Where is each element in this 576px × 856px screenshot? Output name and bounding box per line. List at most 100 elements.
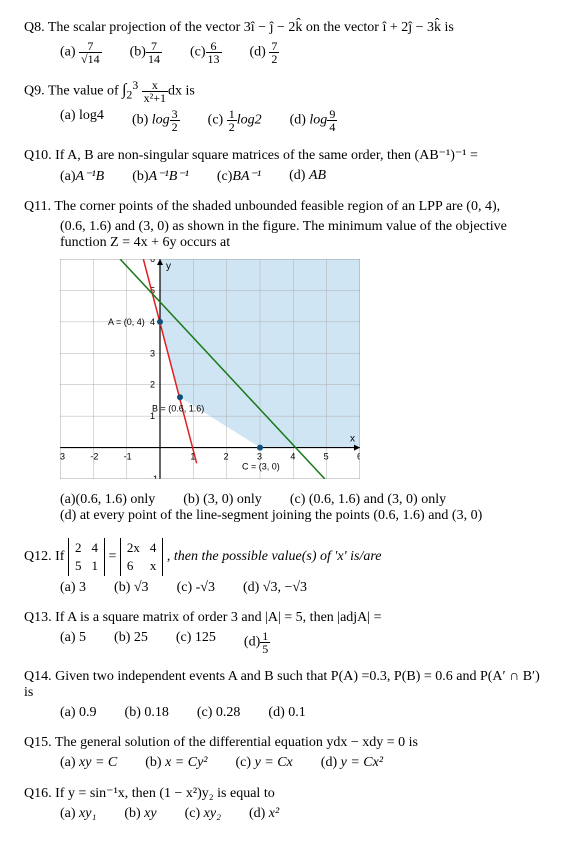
q11-l3: function Z = 4x + 6y occurs at xyxy=(24,235,552,251)
q10-a: (a)A⁻¹B xyxy=(60,168,104,185)
q10-text: If A, B are non-singular square matrices… xyxy=(55,148,478,163)
q11-b: (b) (3, 0) only xyxy=(183,492,262,508)
q14-d: (d) 0.1 xyxy=(268,705,305,721)
q9-label: Q9. xyxy=(24,84,45,99)
q9-post: dx is xyxy=(168,84,195,99)
q10: Q10. If A, B are non-singular square mat… xyxy=(24,147,552,185)
q16-opts: (a) xy₁ (b) xy (c) xy₂ (d) x² xyxy=(24,806,552,822)
q12-prompt: Q12. If 2451 = 2x46x , then the possible… xyxy=(24,538,552,576)
q10-d: (d) AB xyxy=(289,168,326,185)
q12-b: (b) √3 xyxy=(114,580,149,596)
q15-b: (b) x = Cy² xyxy=(145,755,207,771)
q15-opts: (a) xy = C (b) x = Cy² (c) y = Cx (d) y … xyxy=(24,755,552,771)
q15: Q15. The general solution of the differe… xyxy=(24,735,552,771)
lpp-chart: -3-2-1123456-1123456xyA = (0, 4)B = (0.6… xyxy=(60,259,360,479)
q12-a: (a) 3 xyxy=(60,580,86,596)
q13-text: If A is a square matrix of order 3 and |… xyxy=(55,610,381,625)
q12-post: , then the possible value(s) of 'x' is/a… xyxy=(167,549,382,564)
q13-d: (d)15 xyxy=(244,630,270,655)
q12-opts: (a) 3 (b) √3 (c) -√3 (d) √3, −√3 xyxy=(24,580,552,596)
q10-label: Q10. xyxy=(24,148,52,163)
q8-a: (a) 7√14 xyxy=(60,40,102,65)
q9-d: (d) log94 xyxy=(290,108,338,133)
q11-label: Q11. xyxy=(24,199,51,214)
q16: Q16. If y = sin⁻¹x, then (1 − x²)y₂ is e… xyxy=(24,785,552,822)
q8-c: (c)613 xyxy=(190,40,222,65)
svg-text:4: 4 xyxy=(150,317,155,327)
q12-eq: = xyxy=(108,549,119,564)
q10-opts: (a)A⁻¹B (b)A⁻¹B⁻¹ (c)BA⁻¹ (d) AB xyxy=(24,168,552,185)
q13-label: Q13. xyxy=(24,610,52,625)
q14-b: (b) 0.18 xyxy=(125,705,169,721)
q11: Q11. The corner points of the shaded unb… xyxy=(24,199,552,524)
q8-d: (d) 72 xyxy=(250,40,280,65)
q9-opts: (a) log4 (b) log32 (c) 12log2 (d) log94 xyxy=(24,108,552,133)
q12-d: (d) √3, −√3 xyxy=(243,580,307,596)
svg-text:x: x xyxy=(350,434,355,445)
svg-text:-1: -1 xyxy=(150,474,158,479)
q11-prompt: Q11. The corner points of the shaded unb… xyxy=(24,199,552,215)
q8: Q8. The scalar projection of the vector … xyxy=(24,20,552,65)
svg-text:-3: -3 xyxy=(60,452,65,462)
svg-text:C = (3, 0): C = (3, 0) xyxy=(242,462,280,472)
svg-text:5: 5 xyxy=(324,452,329,462)
q13-b: (b) 25 xyxy=(114,630,148,655)
svg-text:3: 3 xyxy=(150,348,155,358)
q12-label: Q12. xyxy=(24,549,52,564)
q14-a: (a) 0.9 xyxy=(60,705,97,721)
q16-b: (b) xy xyxy=(124,806,156,822)
q11-chart: -3-2-1123456-1123456xyA = (0, 4)B = (0.6… xyxy=(60,259,552,484)
q13-a: (a) 5 xyxy=(60,630,86,655)
q9-c: (c) 12log2 xyxy=(208,108,262,133)
q9-prompt: Q9. The value of ∫23 xx²+1dx is xyxy=(24,79,552,104)
q11-l2: (0.6, 1.6) and (3, 0) as shown in the fi… xyxy=(24,219,552,235)
q14-c: (c) 0.28 xyxy=(197,705,241,721)
q15-text: The general solution of the differential… xyxy=(55,735,418,750)
q8-label: Q8. xyxy=(24,20,45,35)
q16-d: (d) x² xyxy=(249,806,279,822)
svg-text:2: 2 xyxy=(224,452,229,462)
svg-text:A = (0, 4): A = (0, 4) xyxy=(108,317,145,327)
q16-c: (c) xy₂ xyxy=(185,806,221,822)
q12-m1: 2451 xyxy=(68,538,105,576)
q11-opts-row1: (a)(0.6, 1.6) only (b) (3, 0) only (c) (… xyxy=(24,492,552,508)
q12-pre: If xyxy=(55,549,68,564)
q14-label: Q14. xyxy=(24,669,52,684)
q9: Q9. The value of ∫23 xx²+1dx is (a) log4… xyxy=(24,79,552,133)
q16-text: If y = sin⁻¹x, then (1 − x²)y₂ is equal … xyxy=(55,786,275,801)
q13-opts: (a) 5 (b) 25 (c) 125 (d)15 xyxy=(24,630,552,655)
svg-text:4: 4 xyxy=(290,452,295,462)
q9-hi: 3 xyxy=(132,79,138,92)
q11-c: (c) (0.6, 1.6) and (3, 0) only xyxy=(290,492,446,508)
q11-d: (d) at every point of the line-segment j… xyxy=(24,508,552,524)
q12-m2: 2x46x xyxy=(120,538,164,576)
q8-text: The scalar projection of the vector 3î −… xyxy=(48,20,454,35)
q15-a: (a) xy = C xyxy=(60,755,117,771)
q11-a: (a)(0.6, 1.6) only xyxy=(60,492,155,508)
q12-c: (c) -√3 xyxy=(177,580,215,596)
q10-c: (c)BA⁻¹ xyxy=(217,168,261,185)
q9-a: (a) log4 xyxy=(60,108,104,133)
q14: Q14. Given two independent events A and … xyxy=(24,669,552,721)
q11-l1: The corner points of the shaded unbounde… xyxy=(54,199,500,214)
q9-b: (b) log32 xyxy=(132,108,180,133)
q15-c: (c) y = Cx xyxy=(236,755,293,771)
q14-opts: (a) 0.9 (b) 0.18 (c) 0.28 (d) 0.1 xyxy=(24,705,552,721)
q13-c: (c) 125 xyxy=(176,630,216,655)
q14-text: Given two independent events A and B suc… xyxy=(24,669,540,700)
q16-a: (a) xy₁ xyxy=(60,806,96,822)
q16-label: Q16. xyxy=(24,786,52,801)
svg-text:-1: -1 xyxy=(124,452,132,462)
svg-text:6: 6 xyxy=(150,259,155,264)
q15-label: Q15. xyxy=(24,735,52,750)
q13: Q13. If A is a square matrix of order 3 … xyxy=(24,610,552,655)
q8-opts: (a) 7√14 (b)714 (c)613 (d) 72 xyxy=(24,40,552,65)
q12: Q12. If 2451 = 2x46x , then the possible… xyxy=(24,538,552,596)
svg-text:6: 6 xyxy=(357,452,360,462)
svg-text:B = (0.6, 1.6): B = (0.6, 1.6) xyxy=(152,403,204,413)
svg-text:2: 2 xyxy=(150,380,155,390)
svg-text:-2: -2 xyxy=(90,452,98,462)
q9-pre: The value of xyxy=(48,84,122,99)
q15-d: (d) y = Cx² xyxy=(321,755,383,771)
q8-prompt: Q8. The scalar projection of the vector … xyxy=(24,20,552,36)
